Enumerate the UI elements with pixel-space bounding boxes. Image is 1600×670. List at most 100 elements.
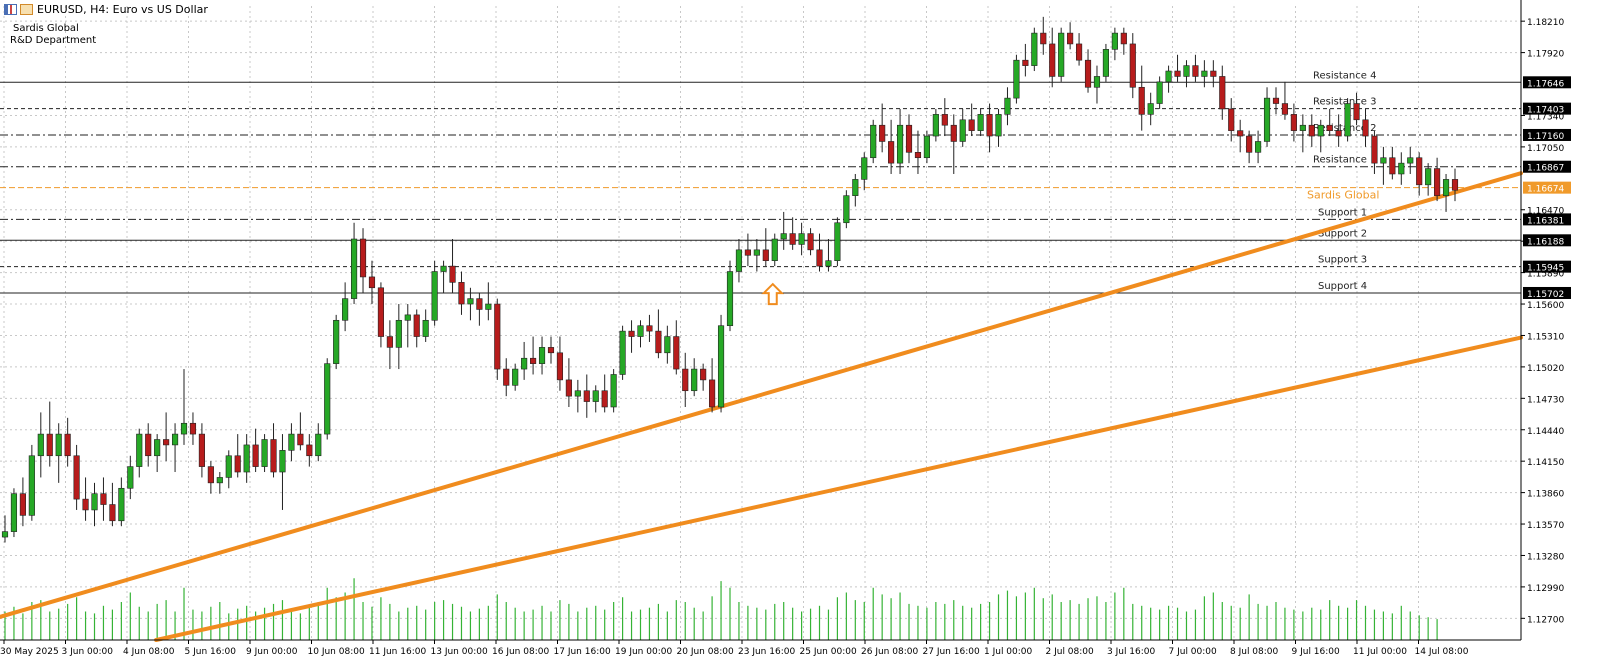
candle-body	[1111, 32, 1118, 50]
candle	[46, 401, 53, 467]
candle-body	[306, 444, 313, 457]
candle	[1389, 146, 1396, 180]
x-tick-label: 2 Jul 08:00	[1046, 647, 1095, 657]
candle	[941, 98, 948, 137]
candle	[494, 298, 501, 380]
level-price-label: 1.15702	[1527, 290, 1564, 300]
candle	[171, 423, 179, 473]
level-price-tag	[1523, 160, 1571, 173]
candle-body	[485, 303, 492, 310]
candle	[843, 190, 850, 229]
trendlines[interactable]	[0, 171, 1523, 642]
candle-body	[1407, 157, 1414, 164]
x-tick-label: 16 Jun 08:00	[492, 647, 549, 657]
candle	[422, 309, 429, 342]
candle-body	[145, 433, 152, 457]
candle-body	[82, 498, 89, 511]
candle-body	[538, 347, 546, 364]
candle	[1353, 92, 1360, 126]
candle-body	[467, 298, 474, 305]
candle-body	[1416, 157, 1423, 186]
candle	[1138, 65, 1145, 131]
candle	[28, 444, 35, 521]
candle-body	[46, 433, 53, 457]
candle-body	[905, 124, 913, 153]
candle-body	[368, 276, 376, 289]
candle-body	[789, 233, 796, 245]
x-tick-label: 19 Jun 00:00	[615, 647, 672, 657]
candle	[807, 228, 814, 256]
candle	[1425, 163, 1432, 196]
candle-body	[932, 114, 939, 137]
candle	[413, 309, 420, 348]
candle-body	[1120, 32, 1127, 45]
level-name: Resistance 4	[1313, 70, 1376, 81]
candle-body	[342, 298, 349, 321]
candle-body	[888, 141, 895, 164]
candle-body	[19, 493, 26, 516]
candle	[968, 103, 975, 137]
level-price-label: 1.16867	[1527, 164, 1564, 174]
candle	[610, 369, 617, 413]
candle	[19, 477, 26, 527]
candle-body	[476, 298, 483, 310]
candle	[601, 374, 608, 413]
candle-body	[154, 439, 161, 457]
candle	[959, 108, 966, 147]
candle-body	[780, 233, 787, 240]
candle	[583, 374, 590, 418]
x-tick-label: 9 Jun 00:00	[246, 647, 298, 657]
candle	[297, 412, 304, 451]
candle-body	[798, 233, 805, 245]
candle	[100, 477, 107, 521]
y-tick-label: 1.13570	[1527, 521, 1564, 531]
candle	[691, 358, 698, 397]
candle-body	[100, 493, 107, 505]
y-axis-labels: 1.18210 1.17920 1.17340 1.17050 1.16470 1.161…	[1521, 18, 1571, 625]
candle	[1281, 81, 1289, 120]
x-tick-label: 23 Jun 16:00	[738, 647, 795, 657]
candle-body	[288, 433, 295, 451]
chart-window-icon[interactable]	[4, 4, 17, 15]
y-tick-label: 1.15020	[1527, 364, 1564, 374]
candle	[646, 314, 653, 342]
candle	[234, 434, 241, 478]
candle-body	[386, 336, 393, 348]
candle	[118, 477, 125, 527]
candle	[861, 152, 868, 191]
candle	[1246, 130, 1253, 164]
level-price-tag	[1523, 286, 1571, 299]
trendline	[154, 335, 1523, 642]
candle-body	[744, 249, 751, 256]
candle	[834, 217, 841, 267]
candle	[333, 314, 340, 370]
x-tick-label: 27 Jun 16:00	[923, 647, 980, 657]
candle-body	[583, 390, 590, 402]
candle	[1093, 65, 1101, 104]
candle-body	[709, 379, 716, 408]
candle	[306, 434, 313, 467]
candle-body	[655, 330, 662, 354]
candle	[530, 336, 537, 375]
candle	[10, 488, 18, 538]
x-tick-label: 10 Jun 08:00	[308, 647, 365, 657]
candle-body	[109, 504, 116, 522]
x-tick-label: 4 Jun 08:00	[123, 647, 175, 657]
candle	[1192, 54, 1199, 82]
candle-body	[771, 238, 778, 261]
candle-body	[404, 314, 411, 321]
level-name: Support 1	[1318, 207, 1367, 218]
level-name: Support 3	[1318, 255, 1367, 266]
candle-body	[333, 319, 340, 364]
candle	[1237, 119, 1244, 153]
candle	[592, 385, 599, 413]
brand-department: R&D Department	[10, 35, 97, 46]
candle-body	[1425, 168, 1432, 186]
candle-body	[673, 336, 680, 370]
candle-body	[1049, 43, 1056, 77]
y-tick-label: 1.17050	[1527, 144, 1564, 154]
candle-body	[995, 114, 1002, 137]
y-tick-label: 1.16470	[1527, 207, 1564, 217]
candle-body	[458, 282, 465, 305]
